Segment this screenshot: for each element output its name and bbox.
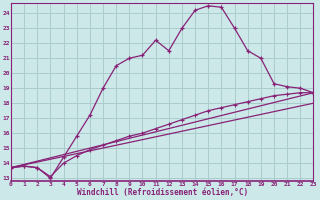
X-axis label: Windchill (Refroidissement éolien,°C): Windchill (Refroidissement éolien,°C): [77, 188, 248, 197]
